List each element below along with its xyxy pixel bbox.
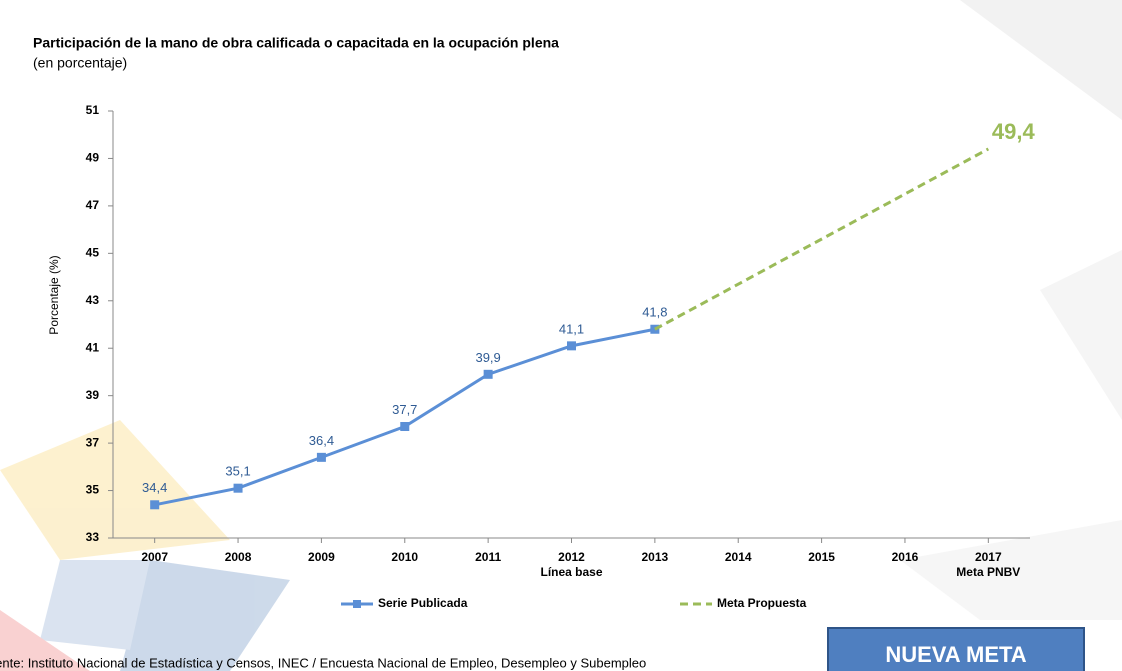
x-annotation: Meta PNBV [956,565,1020,579]
series-marker [567,341,576,350]
value-label: 39,9 [475,350,500,365]
y-tick-label: 51 [86,103,100,117]
page: {"chart_data": {"type": "line", "title":… [0,0,1122,671]
badge-text: NUEVA META [885,642,1026,667]
series-marker [150,500,159,509]
series-marker [400,422,409,431]
x-tick-label: 2014 [725,550,752,564]
value-label: 35,1 [225,464,250,479]
chart: Participación de la mano de obra calific… [0,0,1122,671]
y-tick-label: 43 [86,293,100,307]
value-label: 36,4 [309,433,334,448]
value-label: 41,8 [642,305,667,320]
value-label: 41,1 [559,321,584,336]
y-tick-label: 49 [86,151,100,165]
x-tick-label: 2015 [808,550,835,564]
y-tick-label: 35 [86,483,100,497]
x-annotation: Línea base [540,565,602,579]
series-marker [484,370,493,379]
source-note: Fuente: Instituto Nacional de Estadístic… [0,655,646,670]
x-tick-label: 2012 [558,550,585,564]
series-line [655,149,988,329]
legend-marker [353,600,361,608]
y-tick-label: 33 [86,530,100,544]
y-tick-label: 41 [86,340,100,354]
y-tick-label: 47 [86,198,100,212]
value-label: 34,4 [142,480,167,495]
value-label: 37,7 [392,402,417,417]
x-tick-label: 2008 [225,550,252,564]
x-tick-label: 2013 [642,550,669,564]
x-tick-label: 2009 [308,550,335,564]
y-tick-label: 45 [86,246,100,260]
chart-title: Participación de la mano de obra calific… [33,35,559,51]
y-axis-title: Porcentaje (%) [47,255,61,334]
series-marker [234,484,243,493]
y-tick-label: 39 [86,388,100,402]
x-tick-label: 2010 [391,550,418,564]
chart-subtitle: (en porcentaje) [33,55,127,71]
x-tick-label: 2016 [892,550,919,564]
value-label: 49,4 [992,119,1036,144]
legend-label: Meta Propuesta [717,596,807,610]
x-tick-label: 2017 [975,550,1002,564]
x-tick-label: 2007 [141,550,168,564]
legend-label: Serie Publicada [378,596,468,610]
x-tick-label: 2011 [475,550,501,564]
y-tick-label: 37 [86,435,100,449]
series-marker [317,453,326,462]
